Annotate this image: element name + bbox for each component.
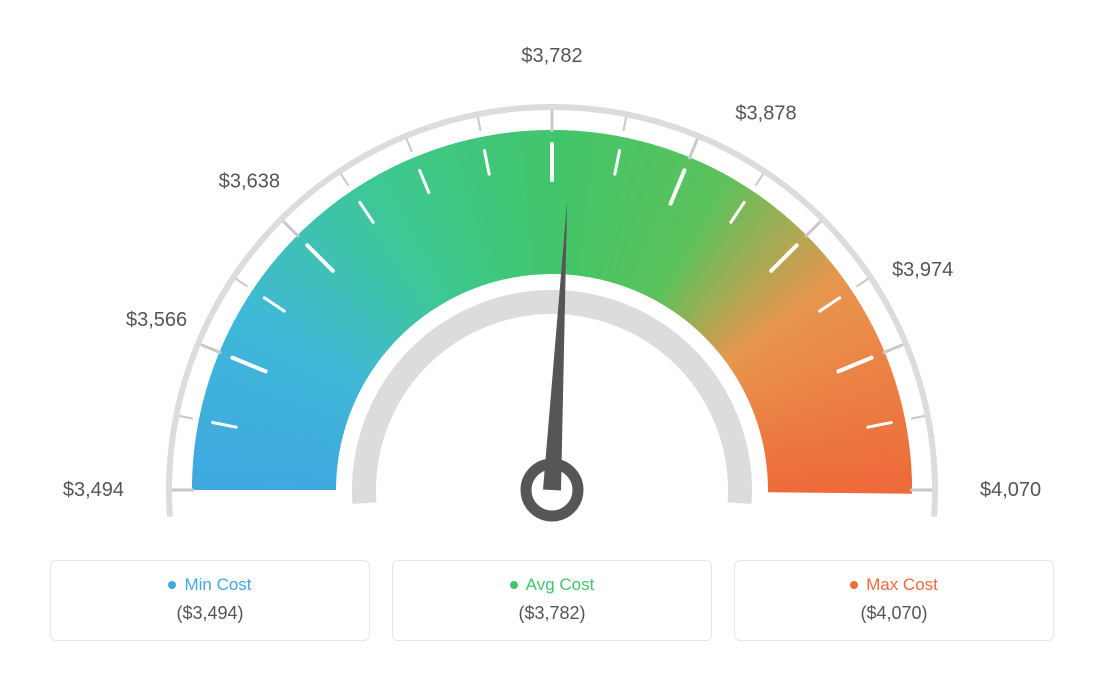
gauge-tick-label: $3,494 <box>63 479 124 501</box>
dot-icon <box>850 581 858 589</box>
summary-card-avg: Avg Cost ($3,782) <box>392 560 712 641</box>
summary-title-max: Max Cost <box>850 575 938 595</box>
gauge-tick-label: $4,070 <box>980 479 1041 501</box>
dot-icon <box>168 581 176 589</box>
gauge-tick-label: $3,878 <box>735 102 796 124</box>
gauge-tick-label: $3,638 <box>219 170 280 192</box>
summary-card-min: Min Cost ($3,494) <box>50 560 370 641</box>
summary-title-max-label: Max Cost <box>866 575 938 595</box>
summary-title-min: Min Cost <box>168 575 251 595</box>
summary-card-max: Max Cost ($4,070) <box>734 560 1054 641</box>
summary-title-avg-label: Avg Cost <box>526 575 595 595</box>
gauge-svg: $3,494 $3,566 $3,638 $3,782 $3,878 $3,974 $4,0… <box>40 10 1064 550</box>
gauge-tick-label: $3,782 <box>521 45 582 67</box>
gauge-tick-label: $3,974 <box>892 259 953 281</box>
summary-row: Min Cost ($3,494) Avg Cost ($3,782) Max … <box>40 560 1064 641</box>
summary-title-min-label: Min Cost <box>184 575 251 595</box>
summary-value-avg: ($3,782) <box>411 603 693 624</box>
gauge-tick-label: $3,566 <box>126 309 187 331</box>
summary-title-avg: Avg Cost <box>510 575 595 595</box>
cost-gauge: $3,494 $3,566 $3,638 $3,782 $3,878 $3,974 $4,0… <box>40 10 1064 550</box>
summary-value-max: ($4,070) <box>753 603 1035 624</box>
summary-value-min: ($3,494) <box>69 603 351 624</box>
dot-icon <box>510 581 518 589</box>
